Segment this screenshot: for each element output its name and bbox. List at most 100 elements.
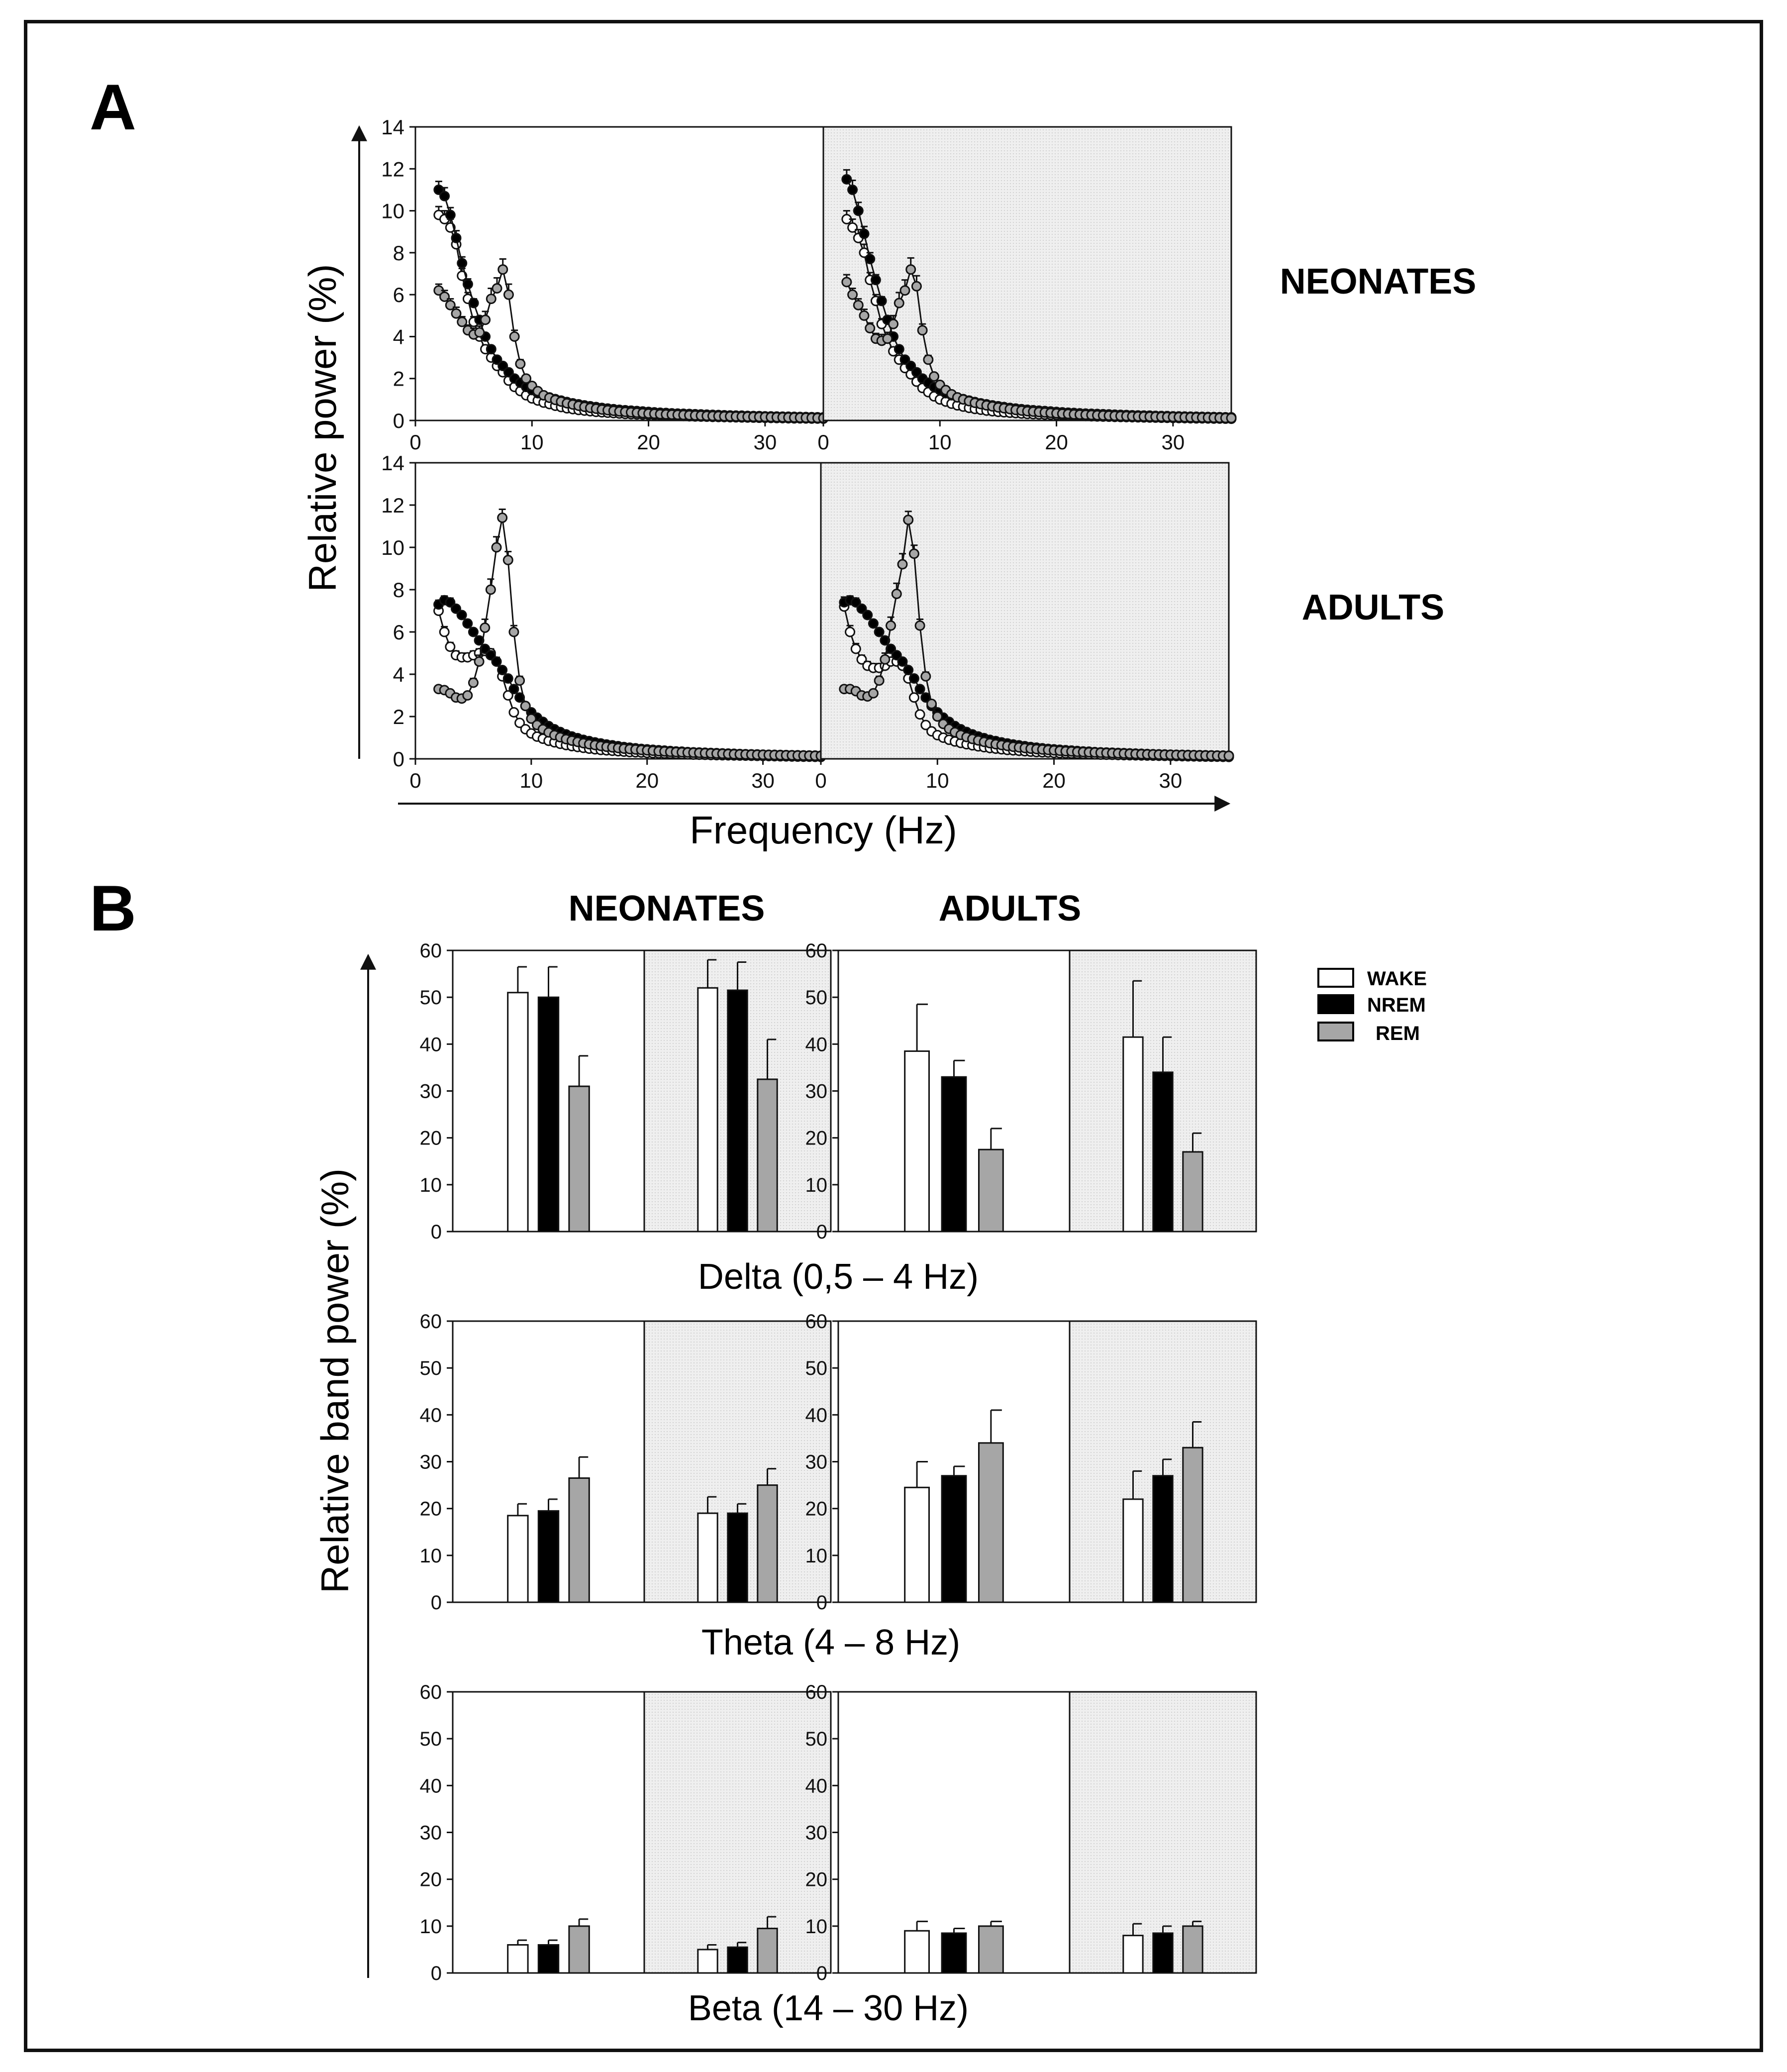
- figure-frame: [24, 20, 1763, 2052]
- data-point: [485, 650, 496, 661]
- y-tick-label: 30: [420, 1822, 442, 1844]
- data-point: [847, 184, 858, 195]
- bar-plot-area: [837, 1691, 1071, 1974]
- data-point: [503, 289, 514, 300]
- bar-nrem: [1152, 1932, 1174, 1974]
- y-tick-label: 60: [805, 940, 828, 962]
- data-point: [917, 325, 928, 336]
- data-point: [859, 310, 870, 321]
- y-tick-label: 10: [381, 536, 404, 559]
- y-tick-label: 10: [381, 200, 404, 223]
- data-point: [897, 656, 908, 667]
- data-point: [445, 209, 456, 220]
- data-point: [468, 626, 479, 637]
- y-tick-label: 20: [805, 1498, 828, 1520]
- data-point: [874, 626, 885, 637]
- y-tick-label: 20: [420, 1498, 442, 1520]
- y-tick-label: 50: [805, 1728, 828, 1750]
- data-point: [456, 610, 467, 621]
- bar-chart-adults-2: 0 10 20 30 40 50 60: [805, 1681, 1257, 1984]
- x-tick-label: 20: [1042, 769, 1066, 792]
- y-tick-label: 30: [420, 1451, 442, 1473]
- y-tick-label: 6: [393, 283, 404, 307]
- data-point: [876, 296, 887, 307]
- bar-wake: [697, 1512, 718, 1603]
- y-tick-label: 40: [805, 1775, 828, 1797]
- panel-a-xlabel: Frequency (Hz): [690, 808, 957, 852]
- data-point: [899, 354, 910, 365]
- y-tick-label: 8: [393, 241, 404, 265]
- y-tick-label: 60: [420, 1311, 442, 1333]
- data-point: [894, 344, 904, 355]
- data-point: [874, 675, 885, 686]
- series-rem: [433, 509, 826, 761]
- data-point: [439, 191, 450, 202]
- data-point: [485, 584, 496, 595]
- data-point: [508, 626, 519, 637]
- data-point: [480, 314, 491, 325]
- y-tick-label: 6: [393, 621, 404, 644]
- y-tick-label: 2: [393, 705, 404, 728]
- y-tick-label: 8: [393, 578, 404, 602]
- bar-rem: [568, 1925, 590, 1974]
- y-tick-label: 50: [805, 987, 828, 1009]
- column-title-adults: ADULTS: [939, 889, 1082, 929]
- legend-b-nrem-swatch: [1317, 994, 1354, 1014]
- y-tick-label: 12: [381, 157, 404, 181]
- bar-rem: [978, 1148, 1004, 1233]
- row-label-neonates: NEONATES: [1280, 262, 1477, 302]
- data-point: [520, 701, 531, 712]
- data-point: [486, 344, 496, 355]
- data-point: [865, 254, 876, 264]
- data-point: [905, 360, 916, 371]
- panel-b-legend: WAKE NREM REM: [1317, 968, 1427, 1044]
- y-tick-label: 60: [805, 1311, 828, 1333]
- data-point: [509, 331, 520, 342]
- bar-nrem: [941, 1076, 967, 1233]
- bar-wake: [1122, 1036, 1144, 1233]
- data-point: [468, 677, 479, 688]
- bar-wake: [1122, 1935, 1144, 1974]
- x-tick-label: 20: [637, 430, 660, 454]
- bar-nrem: [727, 1512, 748, 1603]
- data-point: [462, 690, 473, 701]
- bar-nrem: [537, 1944, 560, 1974]
- bar-plot-area-shaded: [643, 1691, 832, 1974]
- bar-nrem: [941, 1932, 967, 1974]
- data-point: [853, 300, 864, 311]
- y-tick-label: 14: [381, 115, 404, 139]
- bar-nrem: [941, 1475, 967, 1603]
- data-point: [850, 643, 861, 654]
- data-point: [445, 300, 456, 311]
- data-point: [492, 283, 502, 294]
- x-tick-label: 20: [635, 769, 659, 792]
- y-tick-label: 40: [805, 1404, 828, 1426]
- y-tick-label: 40: [420, 1775, 442, 1797]
- y-tick-label: 20: [420, 1869, 442, 1891]
- bar-chart-neonates-0: 0 10 20 30 40 50 60: [420, 940, 832, 1243]
- data-point: [502, 555, 513, 565]
- data-point: [497, 665, 508, 675]
- data-point: [891, 650, 902, 661]
- bar-chart-adults-1: 0 10 20 30 40 50 60: [805, 1311, 1257, 1614]
- y-tick-label: 50: [420, 1357, 442, 1379]
- data-point: [445, 641, 456, 652]
- data-point: [474, 327, 485, 338]
- data-point: [480, 643, 491, 654]
- data-point: [508, 707, 519, 718]
- series-rem: [839, 511, 1234, 761]
- data-point: [439, 291, 450, 302]
- y-tick-label: 40: [420, 1404, 442, 1426]
- bar-wake: [697, 987, 718, 1233]
- data-point: [865, 323, 876, 334]
- bar-wake: [904, 1486, 930, 1603]
- x-tick-label: 0: [409, 769, 421, 792]
- y-tick-label: 30: [805, 1081, 828, 1103]
- bar-wake: [904, 1930, 930, 1974]
- bar-wake: [507, 1515, 529, 1603]
- data-point: [474, 656, 485, 667]
- spectrum-plot-area: [820, 462, 1230, 760]
- y-tick-label: 2: [393, 367, 404, 391]
- bar-nrem: [537, 996, 560, 1233]
